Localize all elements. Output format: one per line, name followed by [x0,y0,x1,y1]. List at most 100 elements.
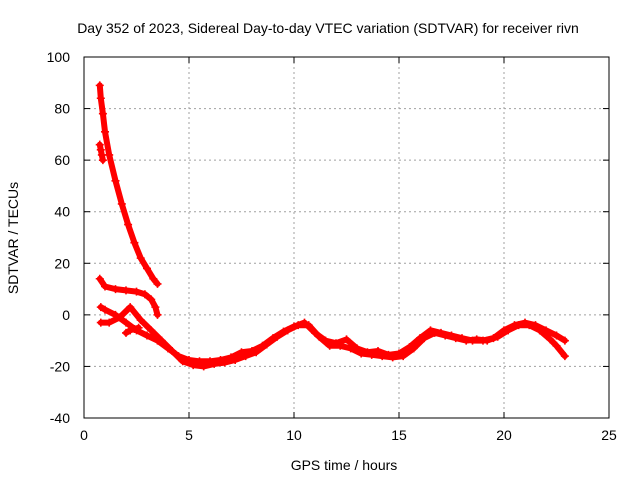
chart-title: Day 352 of 2023, Sidereal Day-to-day VTE… [77,20,579,36]
data-point [441,331,450,340]
x-tick-label: 25 [601,427,617,443]
x-tick-label: 20 [496,427,512,443]
data-point [95,81,104,90]
y-tick-label: -40 [50,410,70,426]
data-point [399,352,408,361]
data-point [130,238,139,247]
series-track-a [95,81,162,288]
data-point [96,318,105,327]
data-point [101,282,109,291]
data-point [378,352,387,361]
data-point [472,335,481,344]
data-point [98,156,107,165]
data-point [111,285,120,294]
data-point [96,145,105,154]
y-tick-label: 20 [54,255,70,271]
data-point [136,254,145,263]
series-track-f [122,323,143,337]
data-point [342,335,351,344]
data-point [149,274,158,283]
data-point [514,321,523,330]
data-point [147,295,156,304]
data-point [122,286,130,295]
data-point [262,340,271,349]
data-point [525,321,534,330]
data-point [151,303,160,312]
data-point [122,318,130,327]
y-tick-label: -20 [50,358,70,374]
data-point [325,341,334,350]
data-point [134,323,143,332]
y-tick-label: 80 [54,101,70,117]
data-point [483,336,492,345]
x-tick-labels: 0 5 10 15 20 25 [80,427,617,443]
data-point [143,264,151,273]
data-point [96,303,105,312]
plot-frame [83,56,610,419]
y-tick-labels: -40 -20 0 20 40 60 80 100 [47,49,71,426]
data-point [126,326,135,335]
data-point [367,350,376,359]
data-point [315,332,324,341]
data-point [241,352,250,361]
data-point [132,287,141,296]
data-point [95,274,104,283]
data-point [189,361,198,370]
data-point [346,344,355,353]
data-point [231,355,240,364]
y-tick-label: 100 [47,49,71,65]
x-axis-label: GPS time / hours [291,457,398,473]
data-point [504,326,513,335]
data-point [130,325,139,334]
series-track-b [95,140,107,165]
series-line [96,82,161,287]
y-axis-label: SDTVAR / TECUs [5,182,21,294]
x-tick-label: 5 [185,427,193,443]
series-line [97,304,568,370]
data-point [153,310,162,319]
data-point [493,332,502,341]
data-point [388,353,397,362]
data-point [336,341,345,350]
data-point [430,328,439,337]
data-point [168,346,177,355]
data-point [294,321,303,330]
axis-ticks [83,56,610,419]
series-track-e [96,303,569,371]
data-point [252,348,261,357]
data-point [199,362,208,371]
grid-lines [84,57,609,418]
data-point [157,336,166,345]
data-point [552,331,561,340]
data-point [97,150,106,159]
data-point [140,290,149,299]
data-point [552,341,561,350]
data-point [210,359,219,368]
data-point [304,321,313,330]
y-tick-label: 40 [54,204,70,220]
data-point [111,176,120,185]
data-point [220,358,229,367]
data-point [136,316,145,325]
data-point [126,303,135,312]
data-point [153,279,162,288]
data-point [147,326,156,335]
data-point [560,336,569,345]
data-point [451,334,460,343]
x-tick-label: 10 [286,427,302,443]
data-point [283,326,292,335]
data-point [98,109,107,118]
data-point [357,349,366,358]
x-tick-label: 0 [80,427,88,443]
data-point [546,335,555,344]
data-point [96,94,105,103]
data-point [117,199,126,208]
data-point [178,357,187,366]
data-point [420,334,429,343]
data-point [105,150,114,159]
data-point [124,220,133,229]
data-point [535,326,544,335]
data-point [115,313,124,322]
data-point [95,140,104,149]
